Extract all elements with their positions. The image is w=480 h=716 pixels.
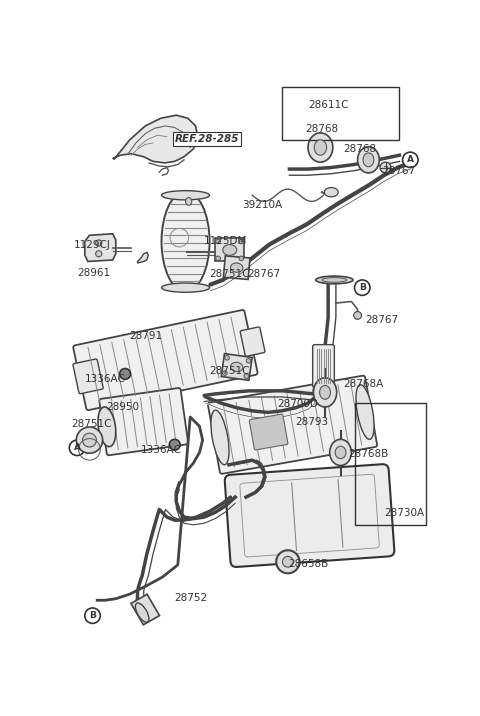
Text: 28767: 28767 <box>365 315 398 325</box>
FancyBboxPatch shape <box>223 256 250 279</box>
Polygon shape <box>85 233 116 261</box>
Text: 28730A: 28730A <box>384 508 424 518</box>
Ellipse shape <box>98 407 116 447</box>
Ellipse shape <box>83 433 96 447</box>
Ellipse shape <box>320 385 330 400</box>
Circle shape <box>120 369 131 379</box>
Text: 28700D: 28700D <box>277 399 318 409</box>
Text: 28768: 28768 <box>305 125 338 135</box>
Ellipse shape <box>335 446 346 459</box>
FancyBboxPatch shape <box>240 327 265 357</box>
Text: B: B <box>89 611 96 620</box>
Ellipse shape <box>162 191 210 291</box>
Circle shape <box>239 239 244 243</box>
FancyBboxPatch shape <box>131 594 159 625</box>
Ellipse shape <box>313 378 336 407</box>
Circle shape <box>380 162 391 173</box>
Ellipse shape <box>324 188 338 197</box>
Ellipse shape <box>322 278 347 282</box>
Text: 28961: 28961 <box>77 268 110 278</box>
FancyBboxPatch shape <box>73 310 258 410</box>
Text: 1336AC: 1336AC <box>85 374 126 384</box>
Polygon shape <box>113 115 198 163</box>
Circle shape <box>85 608 100 624</box>
Ellipse shape <box>230 263 243 272</box>
Ellipse shape <box>363 153 374 167</box>
Text: 39210A: 39210A <box>242 200 282 210</box>
Ellipse shape <box>135 603 149 622</box>
Text: 28791: 28791 <box>130 331 163 341</box>
Ellipse shape <box>314 140 326 155</box>
Circle shape <box>354 311 361 319</box>
FancyBboxPatch shape <box>225 464 395 567</box>
Circle shape <box>282 556 293 567</box>
Text: 28767: 28767 <box>383 166 416 176</box>
FancyBboxPatch shape <box>215 238 244 261</box>
Text: 28751C: 28751C <box>209 269 249 279</box>
Text: 28793: 28793 <box>296 417 329 427</box>
Circle shape <box>225 356 229 360</box>
Circle shape <box>69 440 85 455</box>
Circle shape <box>244 374 249 378</box>
FancyBboxPatch shape <box>208 376 377 474</box>
Text: 1336AC: 1336AC <box>141 445 181 455</box>
Text: 1129CJ: 1129CJ <box>74 240 111 250</box>
Bar <box>355 403 426 525</box>
Ellipse shape <box>330 440 351 465</box>
Text: 28658B: 28658B <box>288 558 328 569</box>
Text: 28768B: 28768B <box>348 450 388 460</box>
Ellipse shape <box>162 283 210 292</box>
Text: REF.28-285: REF.28-285 <box>175 134 239 144</box>
FancyBboxPatch shape <box>99 388 188 455</box>
FancyBboxPatch shape <box>312 344 335 388</box>
Text: 28767: 28767 <box>248 269 281 279</box>
Text: A: A <box>73 443 81 453</box>
Circle shape <box>216 256 220 261</box>
Ellipse shape <box>76 427 103 453</box>
FancyBboxPatch shape <box>250 414 288 450</box>
Text: 1125DM: 1125DM <box>204 236 248 246</box>
Bar <box>282 87 399 140</box>
Circle shape <box>403 152 418 168</box>
Ellipse shape <box>162 190 210 200</box>
Text: 28768A: 28768A <box>344 379 384 389</box>
Circle shape <box>223 371 227 375</box>
Ellipse shape <box>358 147 379 173</box>
Circle shape <box>276 550 300 574</box>
Text: 28768: 28768 <box>344 145 377 155</box>
Ellipse shape <box>316 276 353 284</box>
Text: 28752: 28752 <box>175 593 208 603</box>
Text: 28751C: 28751C <box>71 419 111 429</box>
Ellipse shape <box>230 362 243 372</box>
Ellipse shape <box>211 410 229 465</box>
Circle shape <box>169 440 180 450</box>
Ellipse shape <box>356 384 374 440</box>
Circle shape <box>239 256 244 261</box>
Text: 28751C: 28751C <box>209 366 249 376</box>
Ellipse shape <box>186 198 192 205</box>
Circle shape <box>246 359 251 363</box>
Text: 28611C: 28611C <box>308 100 348 110</box>
FancyBboxPatch shape <box>73 359 103 394</box>
Text: B: B <box>359 283 366 292</box>
Ellipse shape <box>223 245 237 256</box>
Circle shape <box>96 240 102 246</box>
Text: 28950: 28950 <box>107 402 140 412</box>
Circle shape <box>216 239 220 243</box>
FancyBboxPatch shape <box>221 354 252 380</box>
Polygon shape <box>137 252 148 263</box>
Circle shape <box>355 280 370 296</box>
Circle shape <box>96 251 102 257</box>
Ellipse shape <box>308 133 333 162</box>
Text: A: A <box>407 155 414 165</box>
